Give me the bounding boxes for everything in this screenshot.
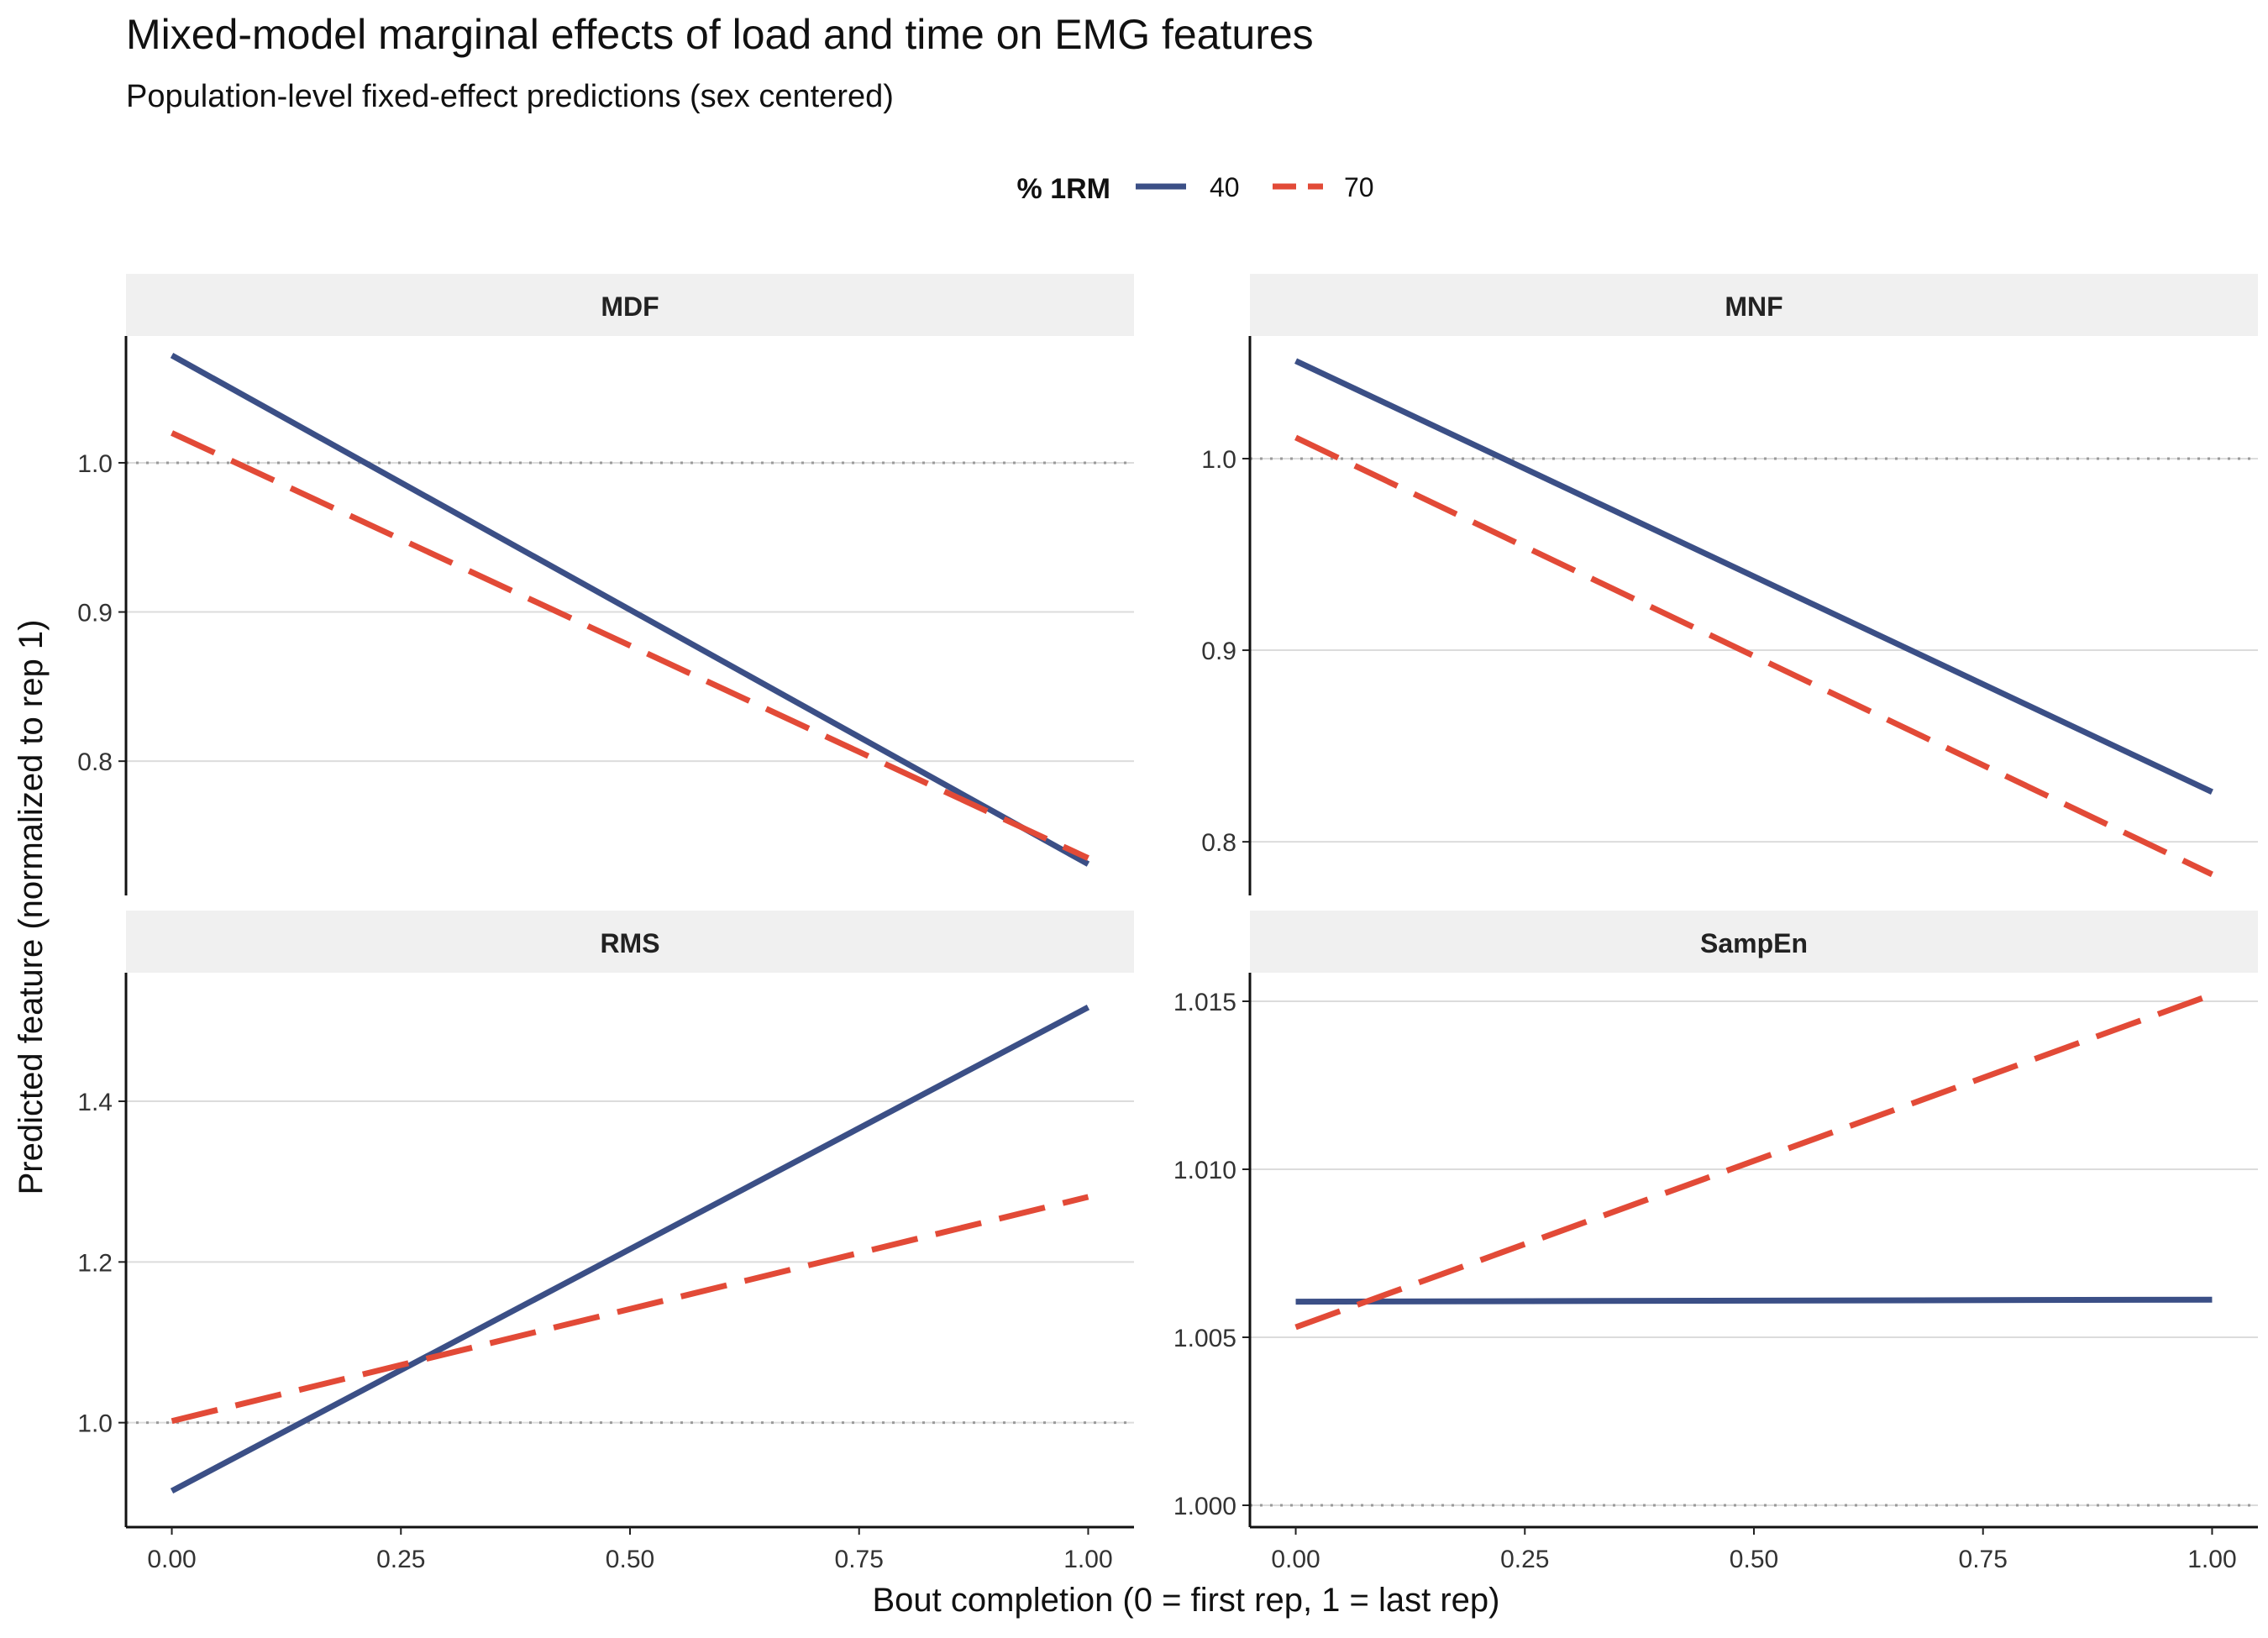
panel-strip	[126, 911, 1134, 973]
facet-panels: MDF 0.8 0.9 1.0 MNF 0.8 0.9 1.0 RMS 1.0 1.2 1.4 0.00…	[77, 274, 2258, 1573]
panel-mdf: MDF 0.8 0.9 1.0	[77, 274, 1134, 895]
series-line-70	[171, 1194, 1089, 1425]
legend-title: % 1RM	[1017, 173, 1110, 205]
x-tick-label: 0.00	[1271, 1546, 1320, 1573]
y-tick-label: 0.8	[1201, 829, 1236, 857]
series-line-70	[1294, 991, 2213, 1331]
y-tick-label: 1.015	[1173, 989, 1236, 1016]
series-line-40	[1294, 358, 2213, 795]
y-tick-label: 1.005	[1173, 1325, 1236, 1352]
y-tick-label: 0.9	[77, 600, 113, 627]
series-line-40	[170, 1005, 1090, 1494]
series-line-70	[171, 430, 1089, 861]
y-tick-label: 1.0	[77, 450, 113, 478]
x-tick-label: 0.50	[606, 1546, 654, 1573]
y-tick-label: 1.0	[1201, 446, 1236, 474]
chart-subtitle: Population-level fixed-effect prediction…	[126, 79, 894, 114]
panel-strip	[1250, 274, 2258, 336]
panel-strip-label: MDF	[601, 291, 659, 322]
x-tick-label: 0.75	[1959, 1546, 2008, 1573]
y-tick-label: 1.0	[77, 1410, 113, 1438]
y-tick-label: 1.010	[1173, 1157, 1236, 1184]
legend-label-70: 70	[1344, 172, 1374, 202]
y-tick-label: 0.8	[77, 748, 113, 776]
legend-label-40: 40	[1210, 172, 1240, 202]
series-line-70	[1294, 434, 2213, 878]
x-tick-label: 0.25	[376, 1546, 425, 1573]
y-tick-label: 1.2	[77, 1249, 113, 1277]
panel-rms: RMS 1.0 1.2 1.4 0.00 0.25 0.50 0.75 1.00	[77, 911, 1134, 1573]
x-tick-label: 1.00	[1063, 1546, 1112, 1573]
chart-title: Mixed-model marginal effects of load and…	[126, 11, 1314, 58]
x-tick-label: 0.75	[835, 1546, 884, 1573]
y-axis-label: Predicted feature (normalized to rep 1)	[13, 620, 50, 1195]
panel-sampen: SampEn 1.000 1.005 1.010 1.015 0.00 0.25 0.50 0.…	[1173, 911, 2258, 1573]
y-tick-label: 1.4	[77, 1089, 113, 1116]
panel-strip-label: SampEn	[1700, 928, 1808, 958]
panel-strip-label: RMS	[600, 928, 659, 958]
x-axis-label: Bout completion (0 = first rep, 1 = last…	[872, 1582, 1499, 1619]
y-tick-label: 0.9	[1201, 638, 1236, 665]
y-tick-label: 1.000	[1173, 1493, 1236, 1520]
series-line-40	[170, 353, 1090, 867]
panel-strip	[1250, 911, 2258, 973]
legend: % 1RM 40 70	[1017, 172, 1374, 205]
x-tick-label: 0.25	[1500, 1546, 1549, 1573]
x-tick-label: 0.00	[147, 1546, 196, 1573]
x-tick-label: 1.00	[2187, 1546, 2236, 1573]
panel-mnf: MNF 0.8 0.9 1.0	[1201, 274, 2258, 895]
series-line-40	[1295, 1296, 2213, 1305]
x-tick-label: 0.50	[1730, 1546, 1778, 1573]
panel-strip	[126, 274, 1134, 336]
panel-strip-label: MNF	[1725, 291, 1782, 322]
